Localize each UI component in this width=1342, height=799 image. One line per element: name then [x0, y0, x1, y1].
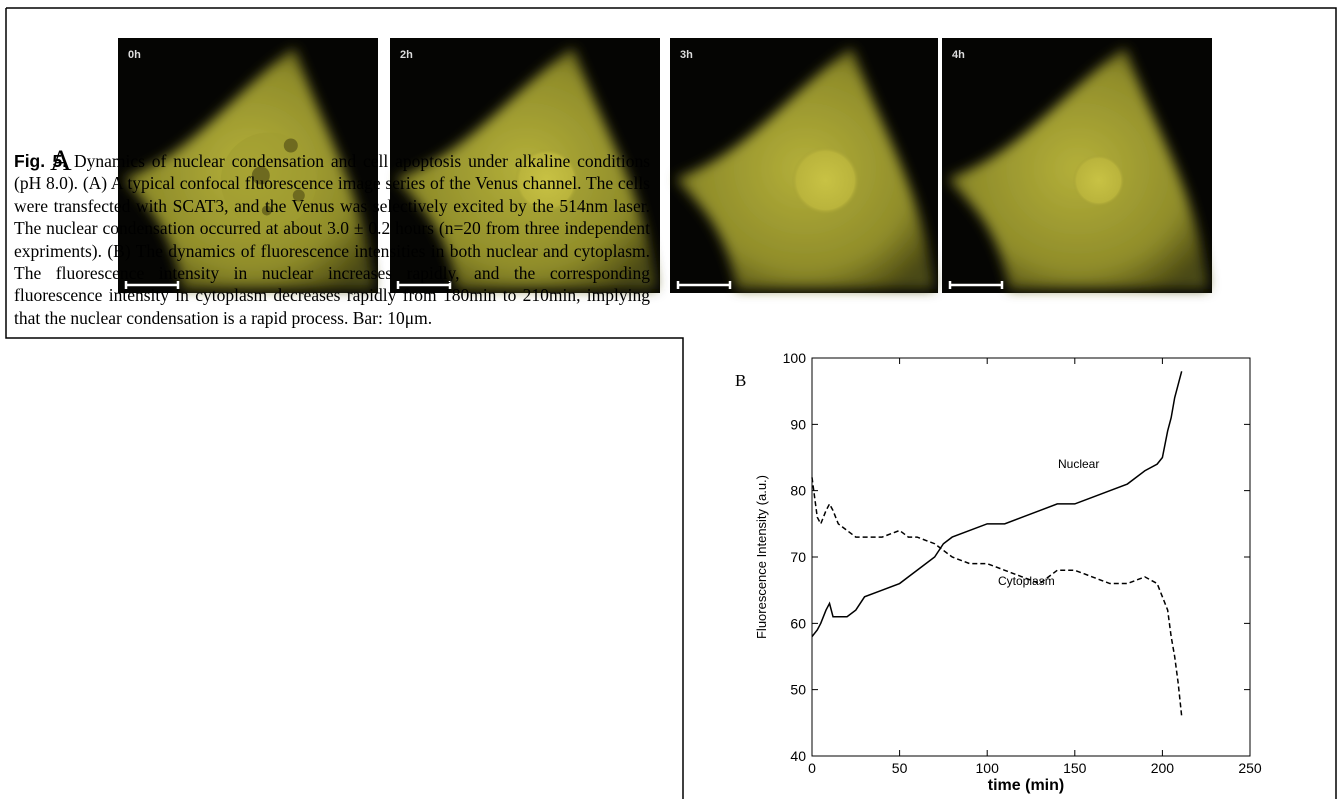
time-label: 0h [128, 49, 141, 61]
nucleus [514, 148, 579, 213]
caption-text: Dynamics of nuclear condensation and cel… [14, 151, 651, 328]
caption: Fig. 5. Dynamics of nuclear condensation… [14, 150, 650, 329]
scale-bar [676, 281, 732, 289]
panel-label-b: B [735, 371, 746, 390]
series-line [811, 371, 1183, 638]
x-tick-label: 150 [1063, 760, 1087, 776]
frame [5, 7, 1337, 799]
caption-label: Fig. 5. [14, 151, 68, 171]
series-annotation: Nuclear [1058, 457, 1099, 471]
panel-label-a: A [50, 144, 72, 177]
plot-frame [811, 357, 1251, 757]
nucleus [220, 132, 317, 229]
series-line [811, 477, 1183, 717]
time-label: 2h [400, 49, 413, 61]
y-tick-label: 50 [790, 682, 806, 698]
micrographs: 0h 2h 3h 4h [118, 38, 1212, 293]
nucleolus [251, 166, 270, 185]
nucleus [1072, 154, 1125, 207]
time-label: 3h [680, 49, 693, 61]
scale-bar [124, 281, 180, 289]
y-tick-label: 80 [790, 483, 806, 499]
y-tick-label: 70 [790, 549, 806, 565]
y-tick-label: 100 [783, 350, 807, 366]
nucleolus [283, 138, 298, 153]
nucleolus [292, 189, 305, 202]
x-tick-label: 200 [1151, 760, 1175, 776]
y-axis-label: Fluorescence Intensity (a.u.) [754, 475, 769, 639]
y-tick-label: 90 [790, 416, 806, 432]
scale-bar [396, 281, 452, 289]
y-tick-label: 60 [790, 615, 806, 631]
nucleus [791, 146, 860, 215]
x-tick-label: 100 [976, 760, 1000, 776]
x-tick-label: 50 [892, 760, 908, 776]
series-annotation: Cytoplasm [998, 574, 1055, 588]
nucleolus [261, 205, 272, 216]
time-label: 4h [952, 49, 965, 61]
x-axis-label: time (min) [988, 777, 1064, 794]
y-tick-label: 40 [790, 748, 806, 764]
x-tick-label: 0 [808, 760, 816, 776]
scale-bar [948, 281, 1004, 289]
x-tick-label: 250 [1238, 760, 1262, 776]
